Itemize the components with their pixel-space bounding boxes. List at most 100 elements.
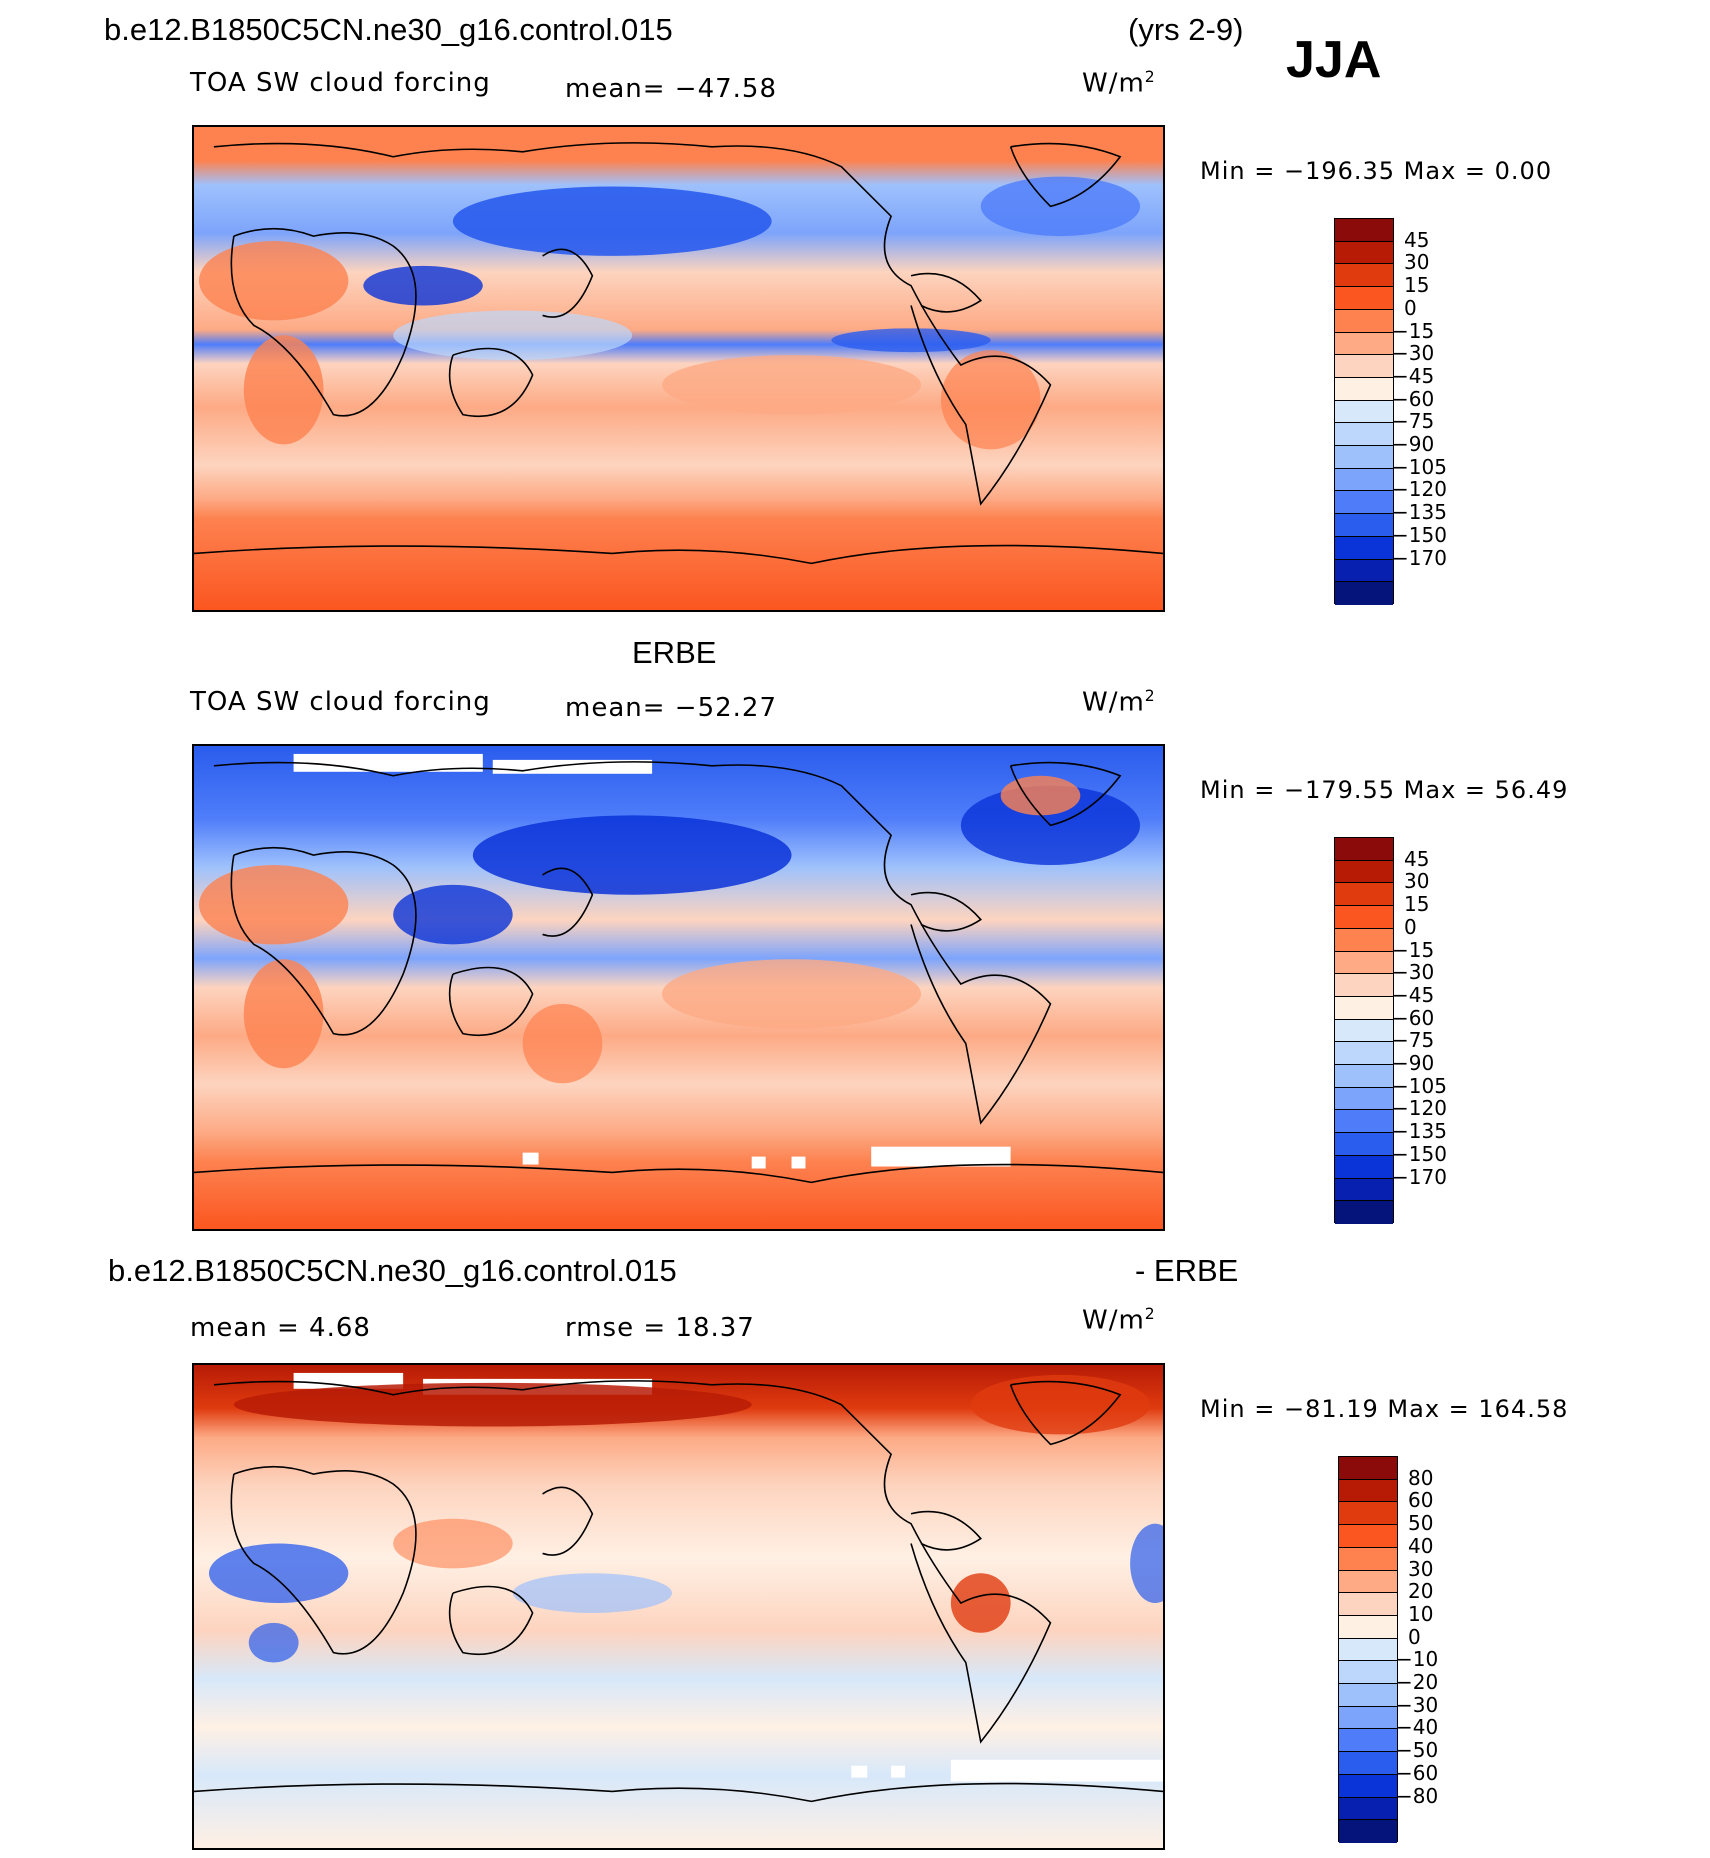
colorbar-label: 15 xyxy=(1404,273,1430,298)
colorbar-swatch xyxy=(1335,241,1393,265)
colorbar-label: −80 xyxy=(1396,1783,1439,1808)
colorbar-swatch xyxy=(1335,1087,1393,1111)
colorbar-swatch xyxy=(1339,1547,1397,1571)
colorbar-label: −170 xyxy=(1392,1164,1447,1189)
colorbar-label: −30 xyxy=(1392,960,1435,985)
colorbar-swatch xyxy=(1335,446,1393,469)
colorbar-swatch xyxy=(1335,1178,1393,1202)
colorbar-label: −150 xyxy=(1392,1141,1447,1166)
colorbar-label: −10 xyxy=(1396,1647,1439,1672)
colorbar-swatch xyxy=(1335,974,1393,997)
panel1-units: W/m2 xyxy=(1082,68,1156,99)
colorbar-label: 20 xyxy=(1408,1579,1434,1604)
colorbar-label: −135 xyxy=(1392,500,1447,525)
season-label: JJA xyxy=(1286,31,1382,89)
colorbar-swatch xyxy=(1335,951,1393,975)
colorbar-label: −90 xyxy=(1392,1051,1435,1076)
panel3-units: W/m2 xyxy=(1082,1305,1156,1336)
panel1-mean: mean= −47.58 xyxy=(565,74,778,104)
colorbar-swatch xyxy=(1335,400,1393,424)
colorbar-swatch xyxy=(1335,1110,1393,1134)
panel3-title-left: b.e12.B1850C5CN.ne30_g16.control.015 xyxy=(108,1253,677,1288)
colorbar-label: −45 xyxy=(1392,363,1435,388)
colorbar-label: −120 xyxy=(1392,477,1447,502)
colorbar-swatch xyxy=(1335,332,1393,356)
colorbar-swatch xyxy=(1339,1638,1397,1662)
panel2-colorbar xyxy=(1334,837,1394,1224)
colorbar-swatch xyxy=(1335,423,1393,447)
colorbar-swatch xyxy=(1335,1065,1393,1088)
colorbar-label: 30 xyxy=(1404,250,1430,275)
colorbar-swatch xyxy=(1335,1201,1393,1224)
colorbar-swatch xyxy=(1335,536,1393,560)
panel1-map xyxy=(192,125,1165,612)
colorbar-label: −170 xyxy=(1392,545,1447,570)
panel3-mean: mean = 4.68 xyxy=(190,1313,371,1343)
panel3-map-field xyxy=(194,1365,1163,1848)
colorbar-swatch xyxy=(1335,582,1393,605)
colorbar-label: −75 xyxy=(1392,1028,1435,1053)
colorbar-swatch xyxy=(1335,883,1393,907)
colorbar-swatch xyxy=(1335,514,1393,537)
colorbar-swatch xyxy=(1339,1752,1397,1775)
colorbar-swatch xyxy=(1339,1525,1397,1548)
years-label: (yrs 2-9) xyxy=(1128,12,1244,47)
colorbar-label: −90 xyxy=(1392,432,1435,457)
colorbar-swatch xyxy=(1339,1797,1397,1821)
colorbar-label: −135 xyxy=(1392,1119,1447,1144)
colorbar-swatch xyxy=(1339,1479,1397,1503)
colorbar-label: −60 xyxy=(1396,1760,1439,1785)
colorbar-swatch xyxy=(1335,838,1393,861)
colorbar-swatch xyxy=(1335,309,1393,333)
panel2-minmax: Min = −179.55 Max = 56.49 xyxy=(1200,776,1569,804)
colorbar-label: 30 xyxy=(1404,869,1430,894)
colorbar-swatch xyxy=(1335,1019,1393,1043)
colorbar-swatch xyxy=(1335,1042,1393,1066)
colorbar-swatch xyxy=(1335,1155,1393,1179)
colorbar-swatch xyxy=(1335,928,1393,952)
case-title: b.e12.B1850C5CN.ne30_g16.control.015 xyxy=(104,12,673,47)
panel3-rmse: rmse = 18.37 xyxy=(565,1313,755,1343)
colorbar-label: 30 xyxy=(1408,1556,1434,1581)
colorbar-swatch xyxy=(1339,1706,1397,1730)
panel2-title: ERBE xyxy=(632,635,717,670)
colorbar-label: 40 xyxy=(1408,1533,1434,1558)
colorbar-label: −105 xyxy=(1392,454,1447,479)
panel1-colorbar xyxy=(1334,218,1394,605)
colorbar-swatch xyxy=(1335,559,1393,583)
colorbar-swatch xyxy=(1339,1502,1397,1526)
colorbar-label: 10 xyxy=(1408,1601,1434,1626)
colorbar-label: −120 xyxy=(1392,1096,1447,1121)
panel3-minmax: Min = −81.19 Max = 164.58 xyxy=(1200,1395,1569,1423)
colorbar-label: 50 xyxy=(1408,1511,1434,1536)
colorbar-swatch xyxy=(1335,491,1393,515)
colorbar-swatch xyxy=(1339,1570,1397,1594)
panel1-variable: TOA SW cloud forcing xyxy=(190,68,491,98)
colorbar-label: 45 xyxy=(1404,227,1430,252)
colorbar-label: −45 xyxy=(1392,982,1435,1007)
colorbar-swatch xyxy=(1339,1457,1397,1480)
panel2-variable: TOA SW cloud forcing xyxy=(190,687,491,717)
colorbar-swatch xyxy=(1339,1615,1397,1639)
colorbar-label: 0 xyxy=(1408,1624,1421,1649)
colorbar-swatch xyxy=(1335,860,1393,884)
colorbar-label: −60 xyxy=(1392,1005,1435,1030)
colorbar-label: 15 xyxy=(1404,892,1430,917)
panel1-map-field xyxy=(194,127,1163,610)
colorbar-swatch xyxy=(1335,1133,1393,1156)
panel2-map-field xyxy=(194,746,1163,1229)
colorbar-swatch xyxy=(1335,355,1393,378)
colorbar-swatch xyxy=(1339,1729,1397,1753)
colorbar-label: −150 xyxy=(1392,522,1447,547)
colorbar-label: 60 xyxy=(1408,1488,1434,1513)
colorbar-label: −50 xyxy=(1396,1738,1439,1763)
colorbar-label: −20 xyxy=(1396,1670,1439,1695)
colorbar-swatch xyxy=(1339,1593,1397,1616)
colorbar-swatch xyxy=(1335,377,1393,401)
colorbar-swatch xyxy=(1339,1774,1397,1798)
colorbar-label: −30 xyxy=(1392,341,1435,366)
colorbar-swatch xyxy=(1335,468,1393,492)
colorbar-swatch xyxy=(1339,1661,1397,1685)
colorbar-label: −15 xyxy=(1392,318,1435,343)
colorbar-swatch xyxy=(1335,906,1393,929)
